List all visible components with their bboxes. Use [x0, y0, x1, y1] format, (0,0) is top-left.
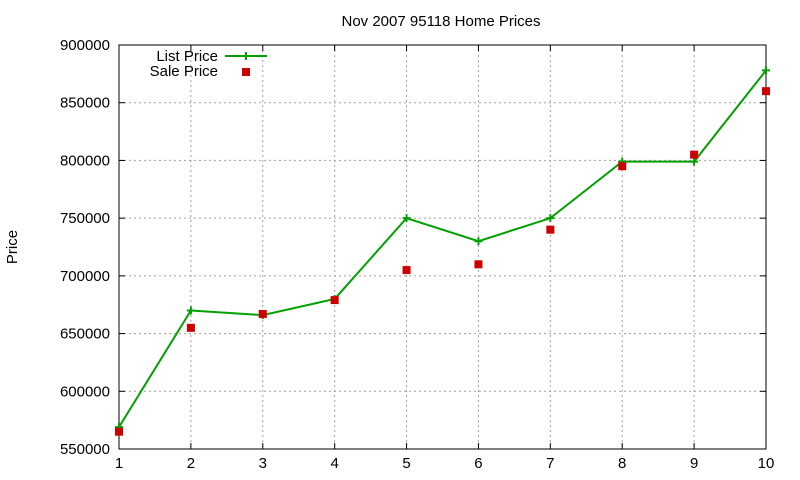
series-layer — [115, 66, 770, 436]
grid — [119, 45, 766, 449]
x-tick-label: 10 — [758, 455, 775, 472]
y-tick-label: 550000 — [60, 441, 110, 458]
sale-price-point — [618, 162, 627, 171]
sale-price-point — [690, 150, 699, 159]
legend-label-sale-price: Sale Price — [150, 63, 218, 80]
y-tick-label: 850000 — [60, 95, 110, 112]
y-tick-label: 750000 — [60, 210, 110, 227]
sale-price-point — [546, 225, 555, 234]
x-tick-label: 9 — [690, 455, 698, 472]
x-tick-label: 5 — [402, 455, 410, 472]
y-tick-label: 650000 — [60, 326, 110, 343]
x-tick-label: 3 — [259, 455, 267, 472]
sale-price-point — [330, 296, 339, 305]
sale-price-point — [474, 260, 483, 269]
list-price-point — [546, 214, 555, 223]
legend-marker-sale-price — [242, 68, 250, 76]
x-tick-label: 4 — [330, 455, 338, 472]
sale-price-point — [762, 87, 770, 96]
x-tick-label: 1 — [115, 455, 123, 472]
list-price-point — [690, 157, 699, 166]
y-tick-label: 800000 — [60, 152, 110, 169]
sale-price-point — [402, 266, 411, 275]
list-price-point — [402, 214, 411, 223]
legend-marker-list-price — [242, 52, 250, 60]
x-tick-label: 2 — [187, 455, 195, 472]
legend: List Price Sale Price — [150, 48, 267, 80]
y-tick-label: 900000 — [60, 37, 110, 54]
x-tick-label: 6 — [474, 455, 482, 472]
x-tick-label: 7 — [546, 455, 554, 472]
list-price-line — [118, 69, 767, 428]
sale-price-point — [115, 427, 123, 436]
sale-price-point — [186, 323, 195, 332]
sale-price-point — [258, 309, 267, 318]
plot-frame — [118, 44, 767, 450]
list-price-point — [186, 306, 195, 315]
y-tick-label: 600000 — [60, 383, 110, 400]
list-price-point — [474, 237, 483, 246]
list-price-point — [762, 66, 770, 75]
axis-ticks: 1 2 3 4 5 6 7 8 9 10 550000 600000 650000 700000 75000… — [60, 37, 774, 472]
legend-label-list-price: List Price — [156, 48, 218, 65]
chart-title: Nov 2007 95118 Home Prices — [342, 13, 541, 30]
y-axis-label: Price — [4, 230, 21, 264]
y-tick-label: 700000 — [60, 268, 110, 285]
x-tick-label: 8 — [618, 455, 626, 472]
